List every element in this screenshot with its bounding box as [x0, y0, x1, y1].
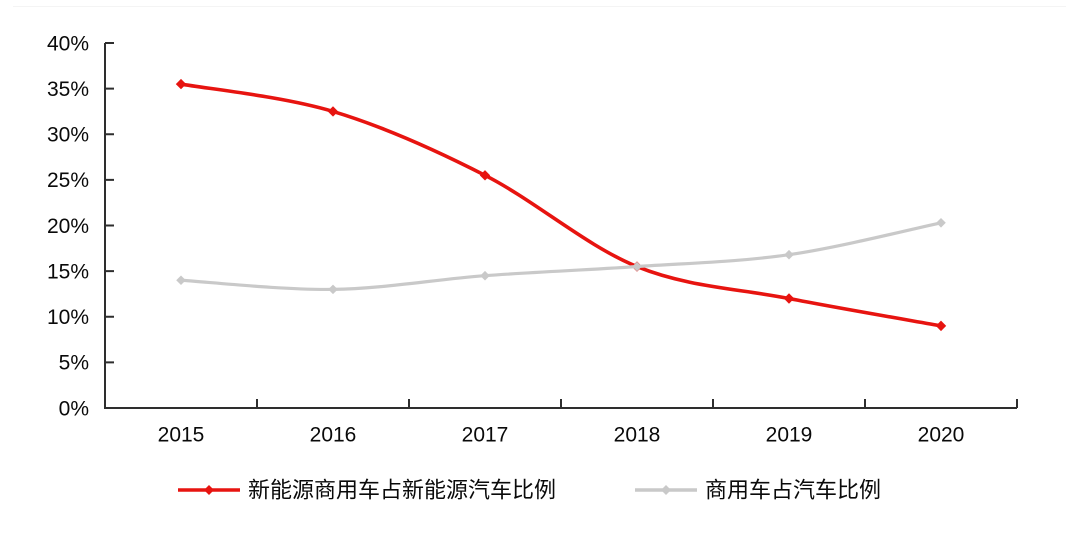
legend-marker-icon	[204, 485, 214, 495]
y-axis-label: 0%	[59, 397, 89, 420]
y-axis-label: 30%	[47, 124, 89, 147]
data-point-gray	[936, 217, 946, 228]
plot-series	[175, 78, 947, 332]
data-point-gray	[176, 275, 186, 286]
legend-item-gray: 商用车占汽车比例	[635, 478, 881, 503]
x-axis-label: 2015	[158, 423, 205, 446]
series-line-red	[179, 82, 943, 328]
top-border-line	[13, 6, 1066, 7]
y-axis-label: 15%	[47, 260, 89, 283]
data-point-gray	[480, 270, 490, 281]
x-axis-label: 2019	[766, 423, 813, 446]
y-axis-label: 25%	[47, 169, 89, 192]
data-point-red	[327, 106, 339, 117]
legend-label: 商用车占汽车比例	[705, 478, 881, 503]
data-point-gray	[784, 249, 794, 260]
x-axis-label: 2017	[462, 423, 509, 446]
data-point-red	[783, 293, 795, 304]
data-point-red	[935, 320, 947, 332]
data-point-red	[479, 170, 491, 181]
legend-label: 新能源商用车占新能源汽车比例	[248, 478, 556, 503]
x-axis-label: 2016	[310, 423, 357, 446]
y-axis-label: 40%	[47, 32, 89, 55]
legend-marker-icon	[661, 485, 671, 495]
series-line-gray	[179, 221, 943, 291]
y-axis-label: 5%	[59, 352, 89, 375]
x-axis-label: 2018	[614, 423, 661, 446]
data-point-gray	[632, 261, 642, 272]
y-axis-label: 35%	[47, 78, 89, 101]
data-point-red	[175, 78, 187, 90]
axis-lines	[104, 43, 1017, 409]
y-axis-label: 10%	[47, 306, 89, 329]
legend-item-red: 新能源商用车占新能源汽车比例	[178, 478, 556, 503]
x-axis-label: 2020	[918, 423, 965, 446]
legend: 新能源商用车占新能源汽车比例 商用车占汽车比例	[178, 478, 881, 503]
axes: 0% 5% 10% 15% 20% 25% 30% 35% 40% 2015 2016 2017 201…	[47, 32, 1018, 446]
y-axis-label: 20%	[47, 215, 89, 238]
data-point-gray	[328, 284, 338, 295]
